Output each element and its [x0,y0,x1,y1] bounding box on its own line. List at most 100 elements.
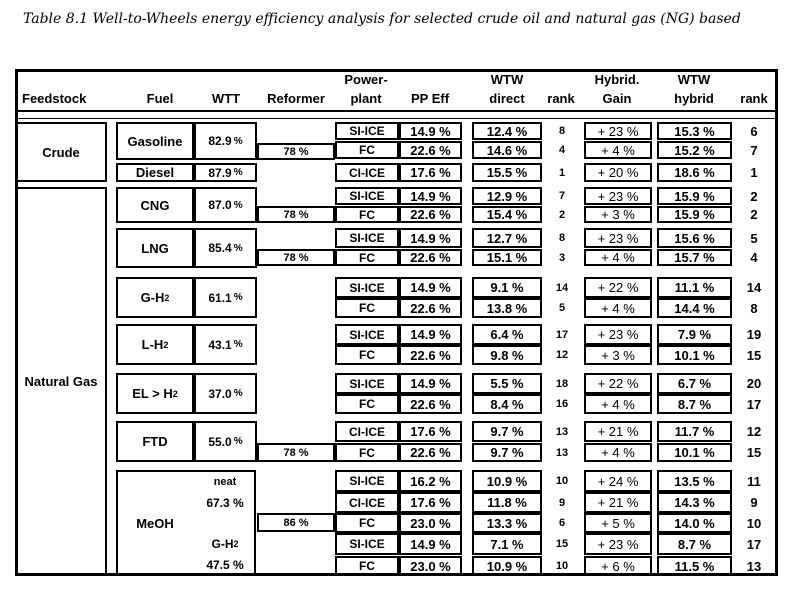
fuel-l-h2-name: L-H [141,337,164,352]
cell-pp-eff: 22.6 % [399,249,462,266]
cell-pp-eff: 14.9 % [399,277,462,298]
fuel-l-h2-sub: 2 [163,339,169,350]
cell-wtw-direct: 9.8 % [472,345,542,365]
meoh-neat-wtt: 67.3 % [206,496,244,510]
table-caption: Table 8.1 Well-to-Wheels energy efficien… [23,11,741,27]
cell-rank-hybrid: 7 [750,142,758,158]
cell-powerplant: FC [335,394,399,414]
cell-rank-direct: 10 [555,475,569,487]
cell-rank-hybrid: 13 [746,558,762,574]
wtt-el-h2: 37.0% [194,373,257,414]
cell-rank-hybrid: 2 [750,207,758,222]
header-powerplant-line2: plant [350,91,382,106]
header-hybrid-gain: Hybrid. Gain [584,72,650,107]
cell-rank-hybrid: 19 [746,327,762,342]
reformer-cng: 78 % [257,206,335,223]
wtt-ftd: 55.0% [194,421,257,462]
feedstock-crude: Crude [15,122,107,182]
cell-wtw-direct: 9.7 % [472,421,542,442]
wtt-l-h2-value: 43.1 [208,337,232,352]
wtt-lng-unit: % [233,242,243,254]
cell-pp-eff: 22.6 % [399,206,462,223]
cell-wtw-direct: 15.1 % [472,249,542,266]
fuel-g-h2: G-H 2 [116,277,194,318]
cell-hybrid-gain: + 6 % [584,556,652,576]
cell-rank-hybrid: 14 [746,280,762,295]
header-wtw-hybrid-line1: WTW [677,72,711,87]
cell-wtw-direct: 15.5 % [472,163,542,182]
fuel-diesel: Diesel [116,163,194,182]
cell-rank-direct: 16 [555,398,569,410]
cell-hybrid-gain: + 20 % [584,163,652,182]
cell-pp-eff: 22.6 % [399,443,462,462]
cell-powerplant: SI-ICE [335,470,399,492]
cell-rank-direct: 7 [558,190,566,202]
fuel-el-h2-name: EL > H [132,386,173,401]
cell-pp-eff: 14.9 % [399,122,462,140]
cell-rank-direct: 8 [558,125,566,137]
cell-wtw-hybrid: 8.7 % [657,394,732,414]
cell-rank-hybrid: 4 [750,250,758,265]
cell-wtw-direct: 5.5 % [472,373,542,394]
reformer-lng: 78 % [257,249,335,266]
cell-pp-eff: 22.6 % [399,394,462,414]
cell-rank-direct: 12 [555,349,569,361]
cell-rank-direct: 1 [558,166,566,179]
cell-pp-eff: 17.6 % [399,492,462,513]
cell-hybrid-gain: + 23 % [584,324,652,345]
fuel-ftd: FTD [116,421,194,462]
cell-wtw-direct: 7.1 % [472,533,542,555]
cell-rank-hybrid: 9 [750,495,758,510]
cell-wtw-direct: 13.3 % [472,513,542,533]
cell-wtw-direct: 12.9 % [472,187,542,205]
cell-rank-direct: 5 [558,302,566,314]
cell-wtw-hybrid: 10.1 % [657,443,732,462]
cell-rank-direct: 10 [555,560,569,572]
cell-powerplant: FC [335,298,399,318]
cell-rank-hybrid: 5 [750,230,758,246]
cell-rank-hybrid: 2 [750,188,758,204]
fuel-gasoline: Gasoline [116,122,194,160]
cell-pp-eff: 22.6 % [399,345,462,365]
header-rank-hybrid: rank [740,91,768,106]
cell-rank-hybrid: 12 [746,424,762,439]
cell-powerplant: FC [335,556,399,576]
wtt-l-h2-unit: % [233,339,243,350]
cell-pp-eff: 14.9 % [399,324,462,345]
wtt-gasoline-value: 82.9 [208,134,232,148]
wtt-cng-unit: % [233,199,243,211]
fuel-lng: LNG [116,228,194,268]
reformer-meoh: 86 % [257,513,335,532]
cell-rank-direct: 13 [555,446,569,459]
cell-wtw-direct: 15.4 % [472,206,542,223]
cell-wtw-hybrid: 7.9 % [657,324,732,345]
wtt-g-h2-unit: % [233,292,243,303]
reformer-ftd: 78 % [257,443,335,462]
cell-pp-eff: 14.9 % [399,187,462,205]
wtt-el-h2-value: 37.0 [208,386,232,401]
cell-rank-direct: 6 [558,517,566,529]
cell-powerplant: FC [335,141,399,159]
header-wtw-direct: WTW direct [472,72,542,107]
cell-powerplant: CI-ICE [335,163,399,182]
cell-rank-hybrid: 1 [750,165,758,180]
cell-powerplant: CI-ICE [335,421,399,442]
cell-wtw-direct: 10.9 % [472,470,542,492]
header-rank-direct: rank [547,91,575,106]
cell-hybrid-gain: + 4 % [584,298,652,318]
cell-wtw-direct: 9.7 % [472,443,542,462]
cell-powerplant: SI-ICE [335,122,399,140]
cell-wtw-direct: 13.8 % [472,298,542,318]
cell-wtw-direct: 11.8 % [472,492,542,513]
cell-wtw-hybrid: 10.1 % [657,345,732,365]
wtt-el-h2-unit: % [233,388,243,399]
wtt-cng-value: 87.0 [208,198,232,212]
cell-wtw-hybrid: 11.7 % [657,421,732,442]
cell-wtw-hybrid: 14.0 % [657,513,732,533]
cell-hybrid-gain: + 21 % [584,421,652,442]
feedstock-natural-gas: Natural Gas [15,187,107,576]
cell-wtw-hybrid: 6.7 % [657,373,732,394]
cell-rank-hybrid: 20 [746,376,762,391]
cell-wtw-hybrid: 8.7 % [657,533,732,555]
